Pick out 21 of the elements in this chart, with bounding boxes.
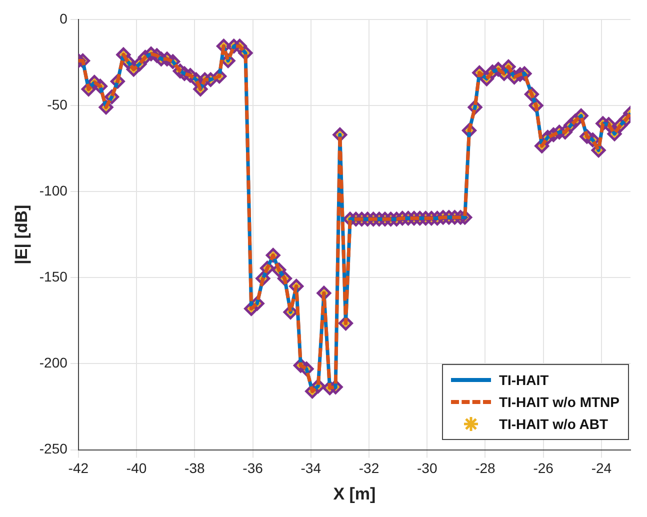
x-tick-label: -38	[184, 460, 205, 476]
x-tick-label: -32	[358, 460, 380, 476]
x-tick-label: -40	[126, 460, 147, 476]
x-tick-label: -24	[591, 460, 612, 476]
y-axis-title: |E| [dB]	[12, 204, 31, 264]
x-tick-label: -36	[242, 460, 264, 476]
x-tick-label: -28	[475, 460, 496, 476]
x-tick-label: -30	[416, 460, 438, 476]
legend-label: TI-HAIT	[498, 372, 549, 388]
legend-label: TI-HAIT w/o ABT	[498, 416, 608, 432]
x-tick-label: -34	[300, 460, 322, 476]
y-tick-label: -100	[39, 182, 68, 198]
x-axis-title: X [m]	[333, 484, 376, 504]
y-tick-label: -200	[39, 354, 68, 371]
legend-label: TI-HAIT w/o MTNP	[498, 394, 620, 410]
y-tick-label: -150	[39, 268, 68, 284]
y-tick-label: 0	[60, 10, 68, 26]
x-tick-label: -26	[533, 460, 554, 476]
y-tick-label: -50	[47, 96, 68, 112]
y-tick-label: -250	[39, 440, 68, 457]
x-tick-label: -42	[68, 460, 89, 476]
